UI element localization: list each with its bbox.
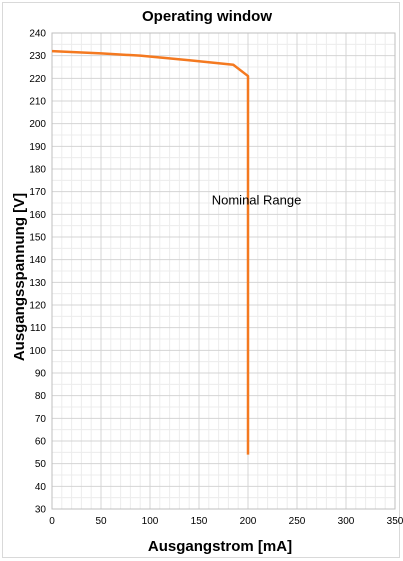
- plot-area-border: [51, 32, 396, 510]
- x-axis-title: Ausgangstrom [mA]: [148, 538, 292, 555]
- x-tick-label: 250: [289, 516, 306, 527]
- series-line: [51, 49, 250, 455]
- minor-grid: [52, 33, 395, 509]
- x-tick-label: 300: [338, 516, 355, 527]
- y-tick-label: 230: [29, 51, 46, 62]
- x-tick-label: 100: [142, 516, 159, 527]
- y-tick-label: 100: [29, 346, 46, 357]
- chart-title: Operating window: [142, 8, 272, 25]
- y-tick-label: 240: [29, 29, 46, 40]
- x-tick-label: 50: [95, 516, 107, 527]
- y-tick-label: 200: [29, 119, 46, 130]
- y-tick-label: 120: [29, 301, 46, 312]
- y-tick-label: 170: [29, 187, 46, 198]
- y-tick-label: 70: [35, 414, 47, 425]
- y-tick-label: 220: [29, 74, 46, 85]
- y-tick-label: 50: [35, 459, 47, 470]
- y-tick-label: 140: [29, 255, 46, 266]
- x-tick-label: 150: [191, 516, 208, 527]
- y-axis-title: Ausgangsspannung [V]: [11, 193, 28, 361]
- annotation-label: Nominal Range: [212, 193, 302, 208]
- series-group: [51, 49, 250, 455]
- y-tick-label: 160: [29, 210, 46, 221]
- y-tick-label: 180: [29, 165, 46, 176]
- y-tick-label: 190: [29, 142, 46, 153]
- y-tick-label: 80: [35, 391, 47, 402]
- y-tick-label: 90: [35, 369, 47, 380]
- y-tick-label: 40: [35, 482, 47, 493]
- x-tick-label: 200: [240, 516, 257, 527]
- y-tick-label: 210: [29, 97, 46, 108]
- y-tick-label: 150: [29, 233, 46, 244]
- y-axis-ticks: 30 40 50 60 70 80 90 100 110 120 130 140 150 160 170 18…: [29, 29, 46, 516]
- x-tick-label: 0: [49, 516, 55, 527]
- y-tick-label: 30: [35, 505, 47, 516]
- chart-frame: [2, 2, 400, 558]
- x-tick-label: 350: [387, 516, 403, 527]
- y-tick-label: 110: [30, 323, 46, 334]
- y-tick-label: 130: [29, 278, 46, 289]
- y-tick-label: 60: [35, 437, 47, 448]
- annotations: Nominal Range: [212, 193, 302, 208]
- x-axis-ticks: 0 50 100 150 200 250 300 350: [49, 516, 403, 527]
